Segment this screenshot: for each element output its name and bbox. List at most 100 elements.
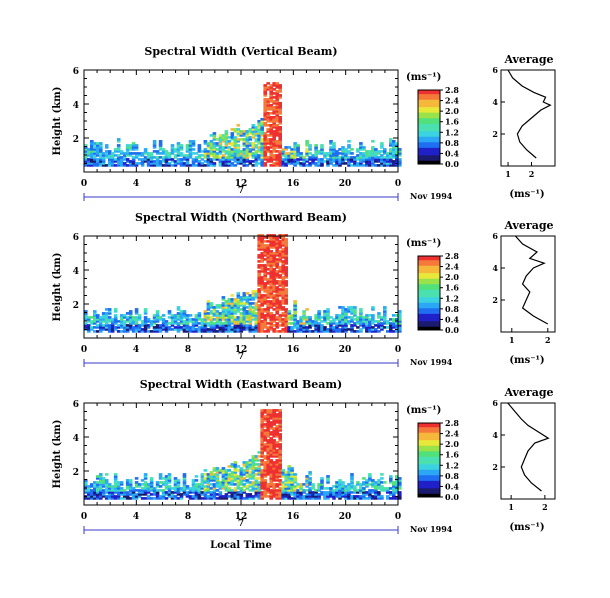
heatmap-cell xyxy=(395,475,399,478)
heatmap-cell xyxy=(263,124,267,127)
heatmap-cell xyxy=(206,473,211,476)
heatmap-cell xyxy=(278,483,282,486)
heatmap-cell xyxy=(230,148,235,151)
heatmap-cell xyxy=(260,443,264,446)
heatmap-cell xyxy=(275,425,279,428)
heatmap-cell xyxy=(305,326,309,329)
heatmap-cell xyxy=(299,164,303,167)
heatmap-cell xyxy=(275,298,279,301)
heatmap-cell xyxy=(383,320,387,323)
heatmap-cell xyxy=(107,320,112,323)
heatmap-cell xyxy=(128,485,133,488)
heatmap-cell xyxy=(350,326,354,329)
heatmap-cell xyxy=(227,495,232,498)
colorbar-swatch xyxy=(418,256,440,259)
heatmap-cell xyxy=(221,330,226,333)
heatmap-cell xyxy=(116,164,121,167)
heatmap-cell xyxy=(251,471,256,474)
heatmap-cell xyxy=(251,473,256,476)
heatmap-cell xyxy=(290,162,294,165)
heatmap-cell xyxy=(386,489,390,492)
heatmap-cell xyxy=(227,158,232,161)
heatmap-cell xyxy=(164,483,169,486)
heatmap-cell xyxy=(269,272,273,275)
heatmap-cell xyxy=(206,308,211,311)
heatmap-cell xyxy=(371,314,375,317)
heatmap-cell xyxy=(242,144,247,147)
heatmap-cell xyxy=(251,152,256,155)
heatmap-cell xyxy=(101,326,106,329)
heatmap-cell xyxy=(230,312,235,315)
heatmap-cell xyxy=(134,144,139,147)
heatmap-cell xyxy=(380,150,384,153)
heatmap-cell xyxy=(302,312,306,315)
heatmap-cell xyxy=(122,497,127,500)
heatmap-cell xyxy=(251,136,256,139)
heatmap-cell xyxy=(275,453,279,456)
colorbar-swatch xyxy=(418,487,440,491)
heatmap-cell xyxy=(206,497,211,500)
heatmap-cell xyxy=(218,162,223,165)
colorbar-tick-label: 0.8 xyxy=(445,138,459,148)
heatmap-cell xyxy=(224,134,229,137)
heatmap-cell xyxy=(371,328,375,331)
heatmap-cell xyxy=(221,471,226,474)
heatmap-cell xyxy=(326,308,330,311)
heatmap-cell xyxy=(110,328,115,331)
heatmap-cell xyxy=(350,318,354,321)
heatmap-cell xyxy=(236,130,241,133)
heatmap-cell xyxy=(323,497,327,500)
heatmap-cell xyxy=(359,146,363,149)
heatmap-cell xyxy=(125,493,130,496)
heatmap-cell xyxy=(359,489,363,492)
heatmap-cell xyxy=(338,316,342,319)
heatmap-cell xyxy=(260,497,264,500)
heatmap-cell xyxy=(251,290,256,293)
heatmap-cell xyxy=(236,154,241,157)
colorbar-swatch xyxy=(418,121,440,124)
heatmap-cell xyxy=(311,320,315,323)
heatmap-cell xyxy=(269,252,273,255)
heatmap-cell xyxy=(284,489,288,492)
heatmap-cell xyxy=(311,493,315,496)
heatmap-cell xyxy=(128,328,133,331)
heatmap-cell xyxy=(245,140,250,143)
heatmap-cell xyxy=(395,485,399,488)
heatmap-cell xyxy=(269,455,273,458)
heatmap-cell xyxy=(155,320,160,323)
heatmap-cell xyxy=(329,491,333,494)
heatmap-cell xyxy=(332,142,336,145)
heatmap-cell xyxy=(272,445,276,448)
colorbar-tick-label: 2.0 xyxy=(445,272,459,282)
heatmap-cell xyxy=(149,481,154,484)
heatmap-cell xyxy=(131,162,136,165)
heatmap-cell xyxy=(182,158,187,161)
heatmap-cell xyxy=(161,320,166,323)
heatmap-cell xyxy=(275,473,279,476)
heatmap-cell xyxy=(329,330,333,333)
heatmap-cell xyxy=(227,156,232,159)
heatmap-cell xyxy=(284,262,288,265)
heatmap-cell xyxy=(269,274,273,277)
heatmap-cell xyxy=(239,152,244,155)
heatmap-cell xyxy=(272,242,276,245)
heatmap-cell xyxy=(281,298,285,301)
heatmap-cell xyxy=(149,158,154,161)
heatmap-cell xyxy=(254,463,259,466)
heatmap-cell xyxy=(122,158,127,161)
heatmap-cell xyxy=(269,280,273,283)
heatmap-cell xyxy=(269,437,273,440)
heatmap-cell xyxy=(197,316,202,319)
heatmap-cell xyxy=(278,455,282,458)
heatmap-cell xyxy=(236,318,241,321)
heatmap-cell xyxy=(365,152,369,155)
heatmap-cell xyxy=(218,481,223,484)
heatmap-cell xyxy=(93,318,97,321)
heatmap-cell xyxy=(287,481,291,484)
heatmap-cell xyxy=(275,485,279,488)
heatmap-cell xyxy=(215,479,220,482)
heatmap-cell xyxy=(269,493,273,496)
heatmap-cell xyxy=(272,134,276,137)
heatmap-cell xyxy=(272,84,276,87)
heatmap-cell xyxy=(266,82,270,85)
